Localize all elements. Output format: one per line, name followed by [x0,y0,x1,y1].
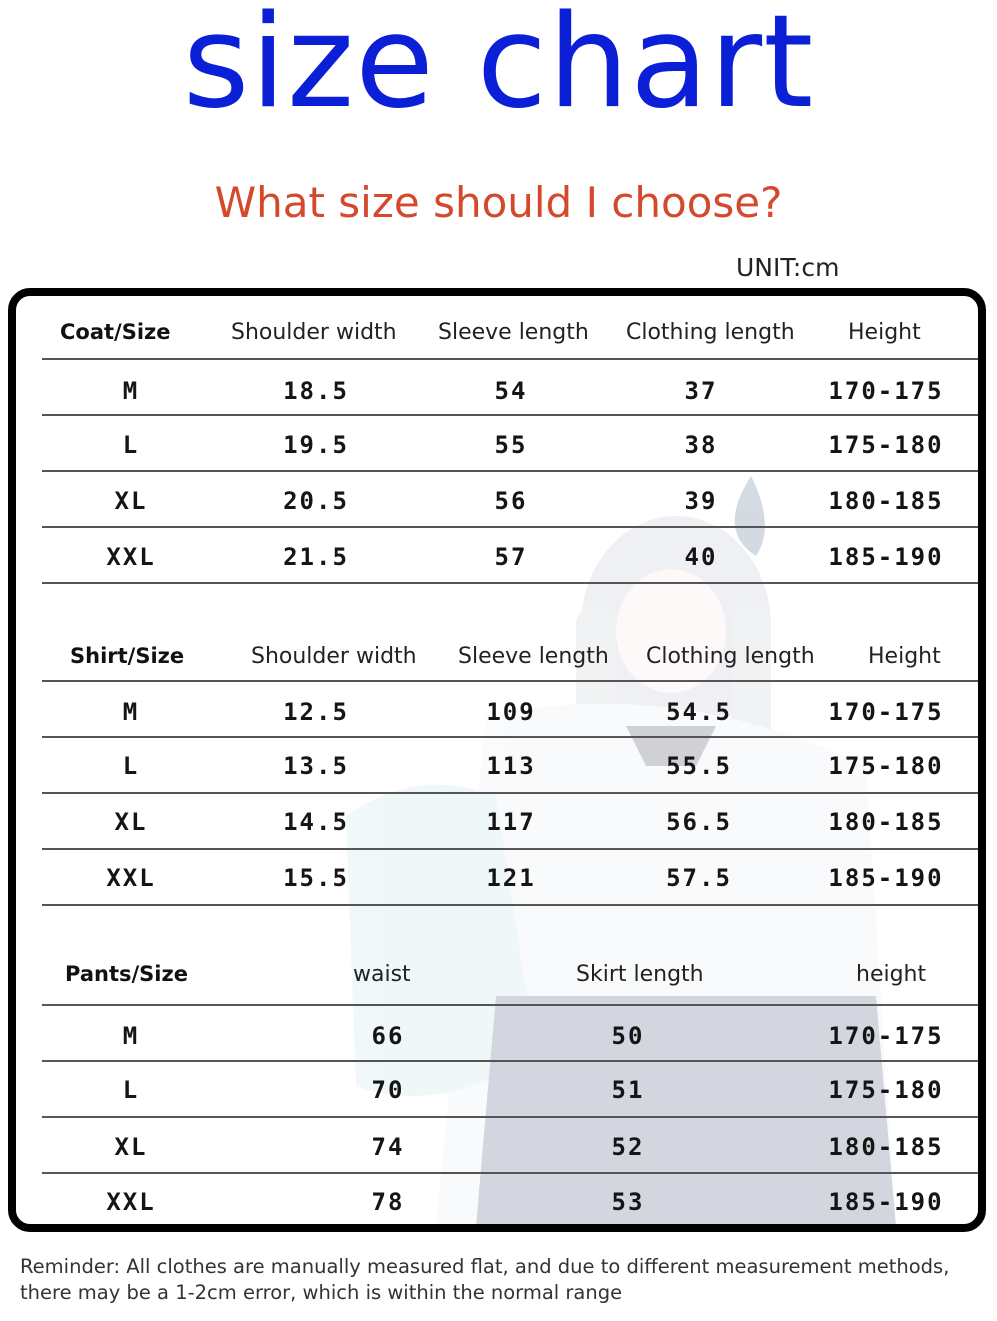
table-divider [42,358,978,360]
table-cell: L [122,1076,140,1104]
table-cell: 185-190 [828,1188,944,1216]
table-cell: 78 [371,1188,405,1216]
table-cell: XL [114,808,148,836]
table-cell: XXL [106,864,156,892]
table-cell: 54.5 [666,698,732,726]
table-divider [42,680,978,682]
table-cell: M [122,377,140,405]
table-header-cell: Sleeve length [458,643,609,669]
table-header-cell: waist [353,961,411,987]
size-chart-panel: Coat/Size Shoulder width Sleeve length C… [8,288,986,1232]
table-cell: 56.5 [666,808,732,836]
table-divider [42,904,978,906]
table-header-cell: Coat/Size [60,320,171,344]
table-cell: 74 [371,1133,405,1161]
table-cell: 39 [684,487,718,515]
table-cell: L [122,431,140,459]
table-cell: 38 [684,431,718,459]
table-cell: 170-175 [828,698,944,726]
table-cell: XL [114,487,148,515]
table-cell: 175-180 [828,1076,944,1104]
table-cell: 12.5 [283,698,349,726]
table-cell: 56 [494,487,528,515]
page-title: size chart [182,0,815,137]
table-header-cell: Sleeve length [438,319,589,345]
table-cell: 175-180 [828,752,944,780]
table-cell: XXL [106,1188,156,1216]
table-cell: 66 [371,1022,405,1050]
table-divider [42,1116,978,1118]
table-cell: 40 [684,543,718,571]
table-cell: 185-190 [828,864,944,892]
table-header-cell: Skirt length [576,961,704,987]
table-header-cell: Shirt/Size [70,644,185,668]
table-divider [42,848,978,850]
table-cell: 57 [494,543,528,571]
table-header-cell: Height [868,643,941,669]
table-cell: 180-185 [828,1133,944,1161]
table-header-cell: Height [848,319,921,345]
table-cell: 185-190 [828,543,944,571]
table-header-cell: Clothing length [646,643,815,669]
table-cell: 14.5 [283,808,349,836]
table-cell: 50 [611,1022,645,1050]
table-divider [42,1172,978,1174]
table-cell: 180-185 [828,808,944,836]
table-cell: M [122,698,140,726]
table-cell: 57.5 [666,864,732,892]
unit-label: UNIT:cm [736,253,840,282]
table-cell: 13.5 [283,752,349,780]
table-divider [42,414,978,416]
table-cell: 53 [611,1188,645,1216]
reminder-line-1: Reminder: All clothes are manually measu… [20,1255,950,1278]
table-header-cell: height [856,961,927,987]
table-divider [42,526,978,528]
table-cell: 170-175 [828,377,944,405]
table-divider [42,582,978,584]
table-header-cell: Clothing length [626,319,795,345]
table-cell: 52 [611,1133,645,1161]
table-cell: 170-175 [828,1022,944,1050]
table-divider [42,1004,978,1006]
table-cell: L [122,752,140,780]
table-cell: 180-185 [828,487,944,515]
reminder-line-2: there may be a 1-2cm error, which is wit… [20,1281,623,1304]
table-cell: 109 [486,698,536,726]
table-cell: XL [114,1133,148,1161]
table-cell: 175-180 [828,431,944,459]
table-cell: 19.5 [283,431,349,459]
page-subtitle: What size should I choose? [214,178,783,227]
table-cell: XXL [106,543,156,571]
table-cell: 51 [611,1076,645,1104]
table-cell: 37 [684,377,718,405]
measurement-reminder: Reminder: All clothes are manually measu… [20,1254,995,1306]
table-cell: 117 [486,808,536,836]
table-cell: 18.5 [283,377,349,405]
table-cell: 55.5 [666,752,732,780]
table-cell: 70 [371,1076,405,1104]
table-header-cell: Shoulder width [251,643,417,669]
table-cell: 21.5 [283,543,349,571]
table-divider [42,736,978,738]
table-cell: 113 [486,752,536,780]
table-divider [42,792,978,794]
table-divider [42,470,978,472]
table-cell: 121 [486,864,536,892]
table-header-cell: Pants/Size [65,962,188,986]
table-cell: M [122,1022,140,1050]
table-header-cell: Shoulder width [231,319,397,345]
table-cell: 20.5 [283,487,349,515]
table-cell: 15.5 [283,864,349,892]
table-cell: 54 [494,377,528,405]
table-cell: 55 [494,431,528,459]
table-divider [42,1060,978,1062]
